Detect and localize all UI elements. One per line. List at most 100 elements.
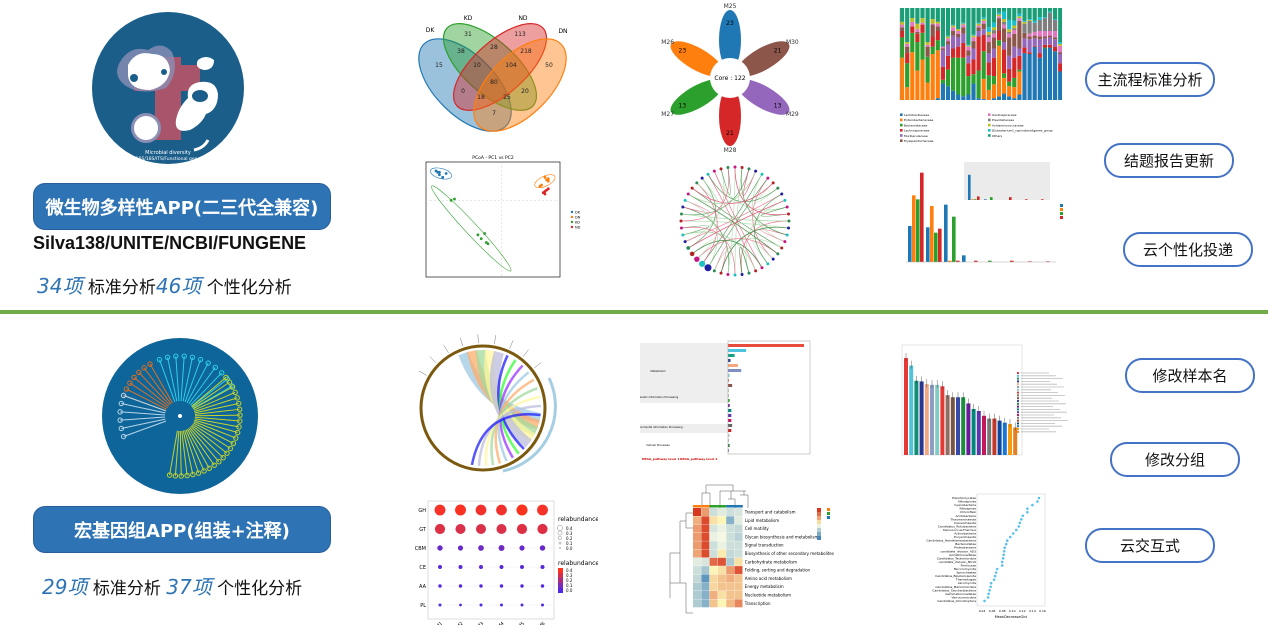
heatmap-cell [701,516,710,525]
legend-swatch [900,139,903,142]
heatmap-cell [701,508,710,516]
tree-branch [206,372,223,390]
feature-cloud-interactive[interactable]: 云交互式 [1085,528,1215,563]
std-label: 标准分析 [87,278,156,298]
stacked-bar-segment [910,32,915,53]
network-node [780,192,784,196]
importance-point [1026,510,1029,514]
grouped-bar-chart [886,154,1068,290]
heatmap-cell [726,516,735,525]
feature-regroup[interactable]: 修改分组 [1110,442,1240,477]
scatter-point [546,179,550,183]
network-edge [760,229,788,242]
legend-swatch [1017,383,1019,386]
network-node [740,273,744,277]
bubble [475,523,487,535]
stacked-bar-segment [1047,31,1053,36]
stacked-bar-segment [920,24,925,33]
legend-swatch [570,215,574,219]
stacked-bar-segment [971,35,976,38]
stacked-bar-segment [1037,39,1042,54]
bar [728,349,747,352]
feature-label: Armatimonadetes [949,553,976,557]
tree-branch [191,391,210,407]
heatmap-cell [726,524,735,533]
size-legend-tick: 0.2 [566,536,573,541]
tree-leaf [166,472,173,478]
tree-branch [213,432,234,444]
tree-branch [190,426,208,443]
size-legend-tick: 0.1 [566,541,573,546]
color-legend-step [558,568,563,573]
bubble [498,545,505,551]
bar [728,399,730,402]
microbial-diversity-app-button[interactable]: 微生物多样性APP(二三代全兼容) [33,183,331,230]
petal-value: 23 [679,48,687,55]
heatmap-cell [726,574,735,583]
bar [952,216,956,262]
legend-swatch [1060,208,1063,211]
bubble [496,504,507,516]
tree-branch [192,397,214,410]
tree-branch [198,448,210,469]
bar [966,403,971,455]
tree-leaf [117,417,123,423]
tree-branch [142,418,166,425]
heatmap-cell [734,574,743,583]
tree-leaf [118,425,125,432]
stacked-bar-segment [1012,98,1017,100]
scatter-point [483,232,487,235]
network-edge [681,226,736,276]
network-edge [696,182,718,265]
row-label: PL [420,603,426,609]
bubble [516,523,528,535]
tree-branch [190,388,207,406]
stacked-bar-segment [1042,44,1047,48]
network-node [776,186,780,190]
stacked-bar-segment [1012,87,1017,99]
feature-label: Mucoromycota [954,567,976,571]
tree-leaf [147,361,153,367]
feature-cloud-custom[interactable]: 云个性化投递 [1123,232,1253,267]
network-edge [740,220,790,275]
tree-branch [204,444,220,463]
stacked-bar-segment [1058,45,1062,53]
stacked-bar-segment [996,40,1002,46]
color-legend-title: relabundance [558,560,598,567]
stacked-bar-segment [1037,53,1042,58]
tree-leaf [229,384,236,390]
stacked-bar-segment [966,94,971,100]
level1-label: Environmental Information Processing [640,425,683,429]
feature-label: candidate_division_AD3 [940,549,976,553]
heatmap-cell [726,566,735,575]
bar [728,444,730,447]
confidence-ellipse [431,185,512,272]
stacked-bar-segment [900,8,905,22]
importance-point [989,585,992,589]
network-edge [682,231,756,272]
tree-leaf [127,380,133,386]
network-edge [714,170,788,211]
importance-point [988,589,991,592]
petal-label: M30 [786,39,799,46]
feature-report-update[interactable]: 结题报告更新 [1104,143,1234,178]
feature-standard-analysis[interactable]: 主流程标准分析 [1085,62,1215,97]
feature-rename-samples[interactable]: 修改样本名 [1125,358,1255,393]
petal-value: 13 [679,103,687,110]
inset-bar [1025,199,1028,200]
stacked-bar-segment [1037,31,1042,37]
color-scale-step [817,520,821,524]
importance-point [987,592,990,596]
tree-branch [192,423,213,438]
bar [1013,427,1018,455]
heatmap-cell [726,582,735,591]
flower-diagram: 23 M25 21 M30 13 M29 21 M28 13 M27 23 M26 Core : 122 [661,3,799,152]
heatmap-cell [717,516,726,525]
bar [728,419,732,422]
metagenome-app-button[interactable]: 宏基因组APP(组装+注释) [33,506,331,553]
network-edge [753,193,782,265]
bubble [475,504,487,516]
group-bar [693,505,702,508]
venn-set-label: ND [518,15,527,22]
bar [948,260,952,262]
